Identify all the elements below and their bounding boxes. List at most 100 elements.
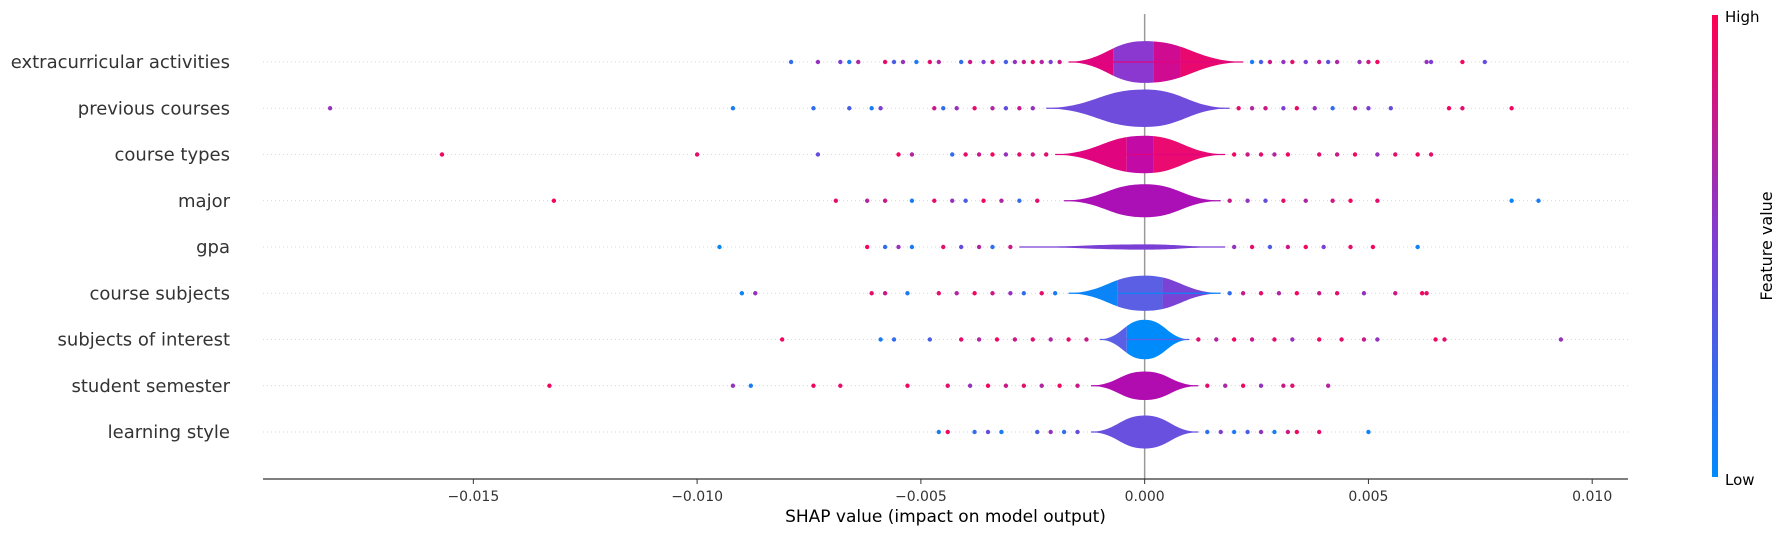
shap-point <box>1249 106 1255 111</box>
shap-point <box>1057 383 1062 388</box>
shap-point <box>1075 429 1080 435</box>
x-axis-ticks: −0.015 −0.010 −0.005 0.000 0.005 0.010 <box>447 479 1612 505</box>
shap-point <box>847 59 852 65</box>
shap-point <box>990 291 995 296</box>
shap-point <box>1258 291 1264 296</box>
shap-point <box>1272 429 1277 435</box>
shap-point <box>1446 106 1452 111</box>
shap-point <box>1294 429 1300 435</box>
shap-point <box>981 198 986 203</box>
shap-point <box>1258 383 1264 388</box>
shap-point <box>439 152 445 157</box>
shap-point <box>1357 59 1362 65</box>
shap-point <box>1245 152 1250 157</box>
shap-point <box>1442 337 1447 342</box>
shap-point <box>882 59 888 65</box>
shap-point <box>1330 198 1335 203</box>
shap-point <box>958 337 964 342</box>
violin-major <box>1064 184 1221 218</box>
shap-point <box>730 383 736 388</box>
shap-point <box>864 244 870 250</box>
shap-point <box>950 152 955 157</box>
shap-point <box>1263 198 1268 203</box>
violin-course-subjects <box>1068 275 1221 311</box>
shap-point <box>1030 106 1035 111</box>
shap-point <box>1339 337 1344 342</box>
shap-point <box>972 291 977 296</box>
shap-point <box>1366 106 1371 111</box>
x-tick-label: −0.015 <box>447 489 499 505</box>
shap-point <box>941 106 946 111</box>
shap-point <box>1030 59 1035 65</box>
shap-point <box>1012 337 1018 342</box>
shap-point <box>869 106 874 111</box>
shap-point <box>1043 152 1049 157</box>
shap-point <box>1393 152 1398 157</box>
feature-label: course types <box>115 145 230 166</box>
shap-point <box>985 383 991 388</box>
shap-point <box>878 106 883 111</box>
shap-point <box>1048 337 1053 342</box>
shap-point <box>748 383 754 388</box>
shap-point <box>1240 383 1246 388</box>
shap-point <box>1039 291 1044 296</box>
shap-point <box>905 291 910 296</box>
shap-point <box>967 59 973 65</box>
feature-label: extracurricular activities <box>11 52 230 73</box>
shap-point <box>1281 383 1286 388</box>
shap-point <box>1290 337 1295 342</box>
shap-point <box>1348 244 1353 250</box>
shap-point <box>1035 429 1040 435</box>
shap-point <box>1361 337 1367 342</box>
shap-point <box>1285 244 1291 250</box>
x-tick-label: −0.005 <box>895 489 947 505</box>
shap-point <box>1003 59 1009 65</box>
shap-point <box>891 337 897 342</box>
violin-subjects-of-interest <box>1099 319 1190 360</box>
shap-point <box>896 152 901 157</box>
shap-point <box>882 198 888 203</box>
shap-point <box>990 59 995 65</box>
point-layer <box>327 59 1564 435</box>
shap-point <box>1021 59 1027 65</box>
shap-point <box>963 152 968 157</box>
shap-point <box>1008 244 1013 250</box>
shap-point <box>1285 152 1291 157</box>
shap-point <box>1258 429 1264 435</box>
shap-point <box>999 198 1004 203</box>
shap-point <box>1370 244 1376 250</box>
shap-point <box>1258 59 1264 65</box>
shap-point <box>1294 291 1300 296</box>
shap-point <box>694 152 700 157</box>
shap-point <box>1321 244 1326 250</box>
shap-point <box>936 59 941 65</box>
shap-point <box>1330 106 1335 111</box>
shap-point <box>1424 59 1429 65</box>
shap-point <box>1249 337 1255 342</box>
shap-point <box>1272 152 1277 157</box>
shap-point <box>1240 291 1246 296</box>
shap-point <box>958 244 964 250</box>
shap-point <box>1003 383 1009 388</box>
colorbar-high-label: High <box>1725 8 1759 26</box>
shap-point <box>990 152 995 157</box>
shap-point <box>1258 152 1264 157</box>
shap-point <box>1352 152 1358 157</box>
shap-point <box>1316 337 1322 342</box>
shap-point <box>1236 106 1241 111</box>
shap-point <box>327 106 333 111</box>
shap-point <box>976 337 982 342</box>
shap-point <box>905 383 910 388</box>
shap-point <box>1388 106 1394 111</box>
shap-point <box>972 106 977 111</box>
shap-point <box>1334 291 1340 296</box>
shap-point <box>936 291 941 296</box>
shap-point <box>941 244 946 250</box>
shap-point <box>1061 429 1067 435</box>
shap-point <box>1057 59 1062 65</box>
shap-point <box>1419 291 1425 296</box>
shap-point <box>1334 59 1340 65</box>
feature-label: major <box>178 191 231 212</box>
feature-label: subjects of interest <box>58 330 230 351</box>
shap-point <box>1433 337 1438 342</box>
